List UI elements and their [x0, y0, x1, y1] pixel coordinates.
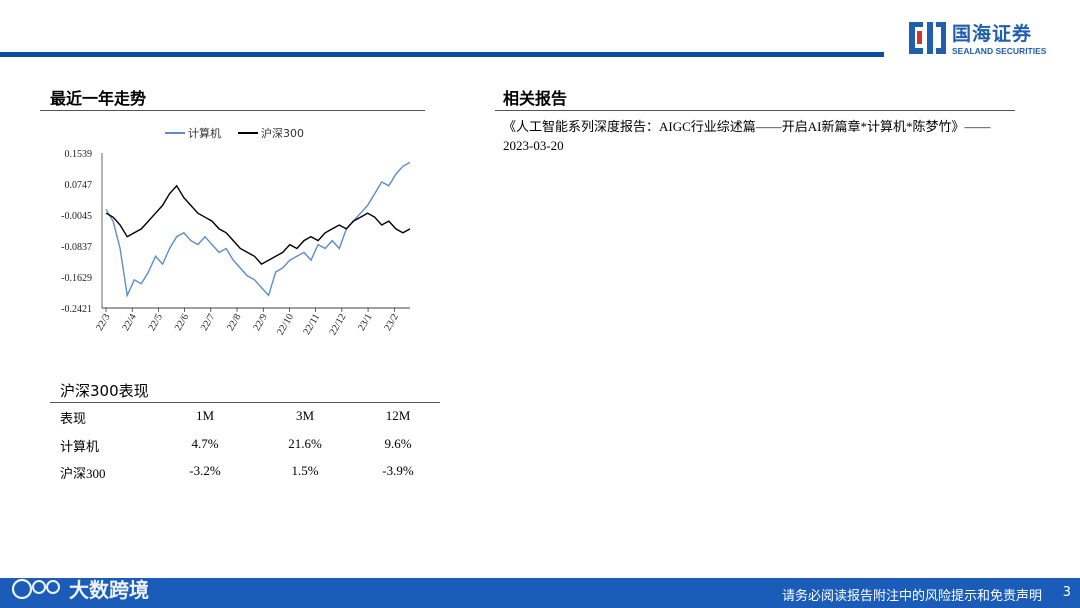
- sealand-logo-icon: [909, 22, 946, 54]
- x-tick-label: 22/10: [275, 312, 296, 337]
- x-tick-label: 23/2: [382, 312, 400, 333]
- x-tick-label: 22/6: [173, 312, 191, 333]
- table-row-label: 沪深300: [60, 466, 106, 481]
- x-tick-label: 22/8: [225, 312, 243, 333]
- x-tick-label: 22/3: [94, 312, 112, 333]
- table-row-label: 计算机: [60, 439, 100, 454]
- reports-section-title: 相关报告: [503, 89, 568, 108]
- table-cell: 21.6%: [288, 436, 322, 451]
- footer-bar: [0, 578, 1080, 608]
- trend-title-rule: [40, 110, 425, 111]
- series-line-0: [105, 161, 411, 298]
- y-tick-label: -0.1629: [61, 273, 92, 284]
- table-cell: 1.5%: [291, 463, 319, 478]
- table-header-label: 表现: [60, 411, 87, 426]
- x-tick-label: 22/5: [147, 312, 165, 333]
- brand-logo: 国海证券 SEALAND SECURITIES: [904, 18, 1074, 60]
- x-tick-label: 22/7: [199, 312, 217, 333]
- page-number: 3: [1062, 585, 1071, 600]
- y-tick-label: 0.0747: [65, 180, 93, 191]
- series-line-1: [105, 184, 411, 265]
- table-header-cell: 12M: [385, 408, 411, 423]
- table-header-cell: 3M: [295, 408, 315, 423]
- x-tick-label: 22/4: [120, 312, 138, 333]
- perf-table-rule: [50, 402, 440, 403]
- brand-name-cn: 国海证券: [952, 23, 1033, 45]
- watermark-text: 大数跨境: [68, 578, 149, 602]
- x-tick-label: 22/11: [302, 312, 323, 337]
- legend-label-1: 沪深300: [261, 126, 304, 140]
- footer-disclaimer: 请务必阅读报告附注中的风险提示和免责声明: [781, 589, 1042, 604]
- watermark: 大数跨境: [10, 574, 149, 603]
- reports-title-rule: [495, 110, 1015, 111]
- trend-chart: 计算机 沪深300 0.1539 0.0747 -0.0045 -0.0837 -0.162…: [61, 126, 411, 337]
- legend-label-0: 计算机: [188, 126, 221, 140]
- x-tick-label: 22/9: [251, 312, 269, 333]
- watermark-logo-icon: [11, 578, 60, 599]
- y-tick-label: -0.0045: [61, 211, 92, 222]
- x-tick-label: 23/1: [356, 312, 374, 333]
- x-tick-label: 22/12: [328, 312, 349, 337]
- y-tick-label: 0.1539: [65, 149, 93, 160]
- table-header-cell: 1M: [195, 408, 215, 423]
- y-tick-label: -0.2421: [61, 304, 92, 315]
- perf-table-title: 沪深300表现: [60, 382, 149, 400]
- header-rule: [0, 52, 884, 57]
- y-tick-label: -0.0837: [61, 242, 92, 253]
- table-cell: -3.2%: [189, 463, 221, 478]
- trend-section-title: 最近一年走势: [50, 89, 147, 108]
- related-report-entry[interactable]: 《人工智能系列深度报告：AIGC行业综述篇——开启AI新篇章*计算机*陈梦竹》—…: [503, 119, 991, 153]
- table-cell: 4.7%: [191, 436, 219, 451]
- brand-name-en: SEALAND SECURITIES: [952, 46, 1047, 56]
- table-cell: -3.9%: [382, 463, 414, 478]
- table-cell: 9.6%: [384, 436, 412, 451]
